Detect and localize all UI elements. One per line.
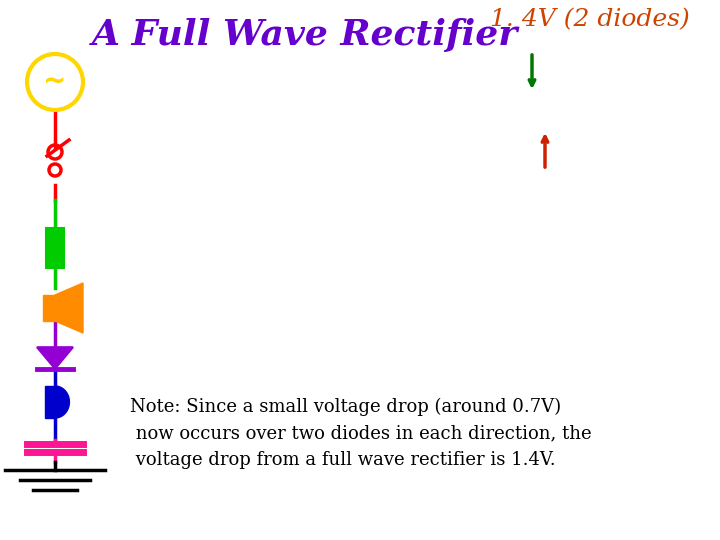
Bar — [43, 295, 55, 321]
Polygon shape — [37, 347, 73, 369]
Text: 1. 4V (2 diodes): 1. 4V (2 diodes) — [490, 8, 690, 31]
Bar — [46, 228, 64, 268]
Text: Note: Since a small voltage drop (around 0.7V)
 now occurs over two diodes in ea: Note: Since a small voltage drop (around… — [130, 398, 592, 469]
Text: A Full Wave Rectifier: A Full Wave Rectifier — [92, 18, 518, 52]
Polygon shape — [55, 386, 69, 418]
Text: ~: ~ — [43, 68, 67, 96]
Bar — [45, 386, 55, 418]
Polygon shape — [55, 283, 83, 333]
